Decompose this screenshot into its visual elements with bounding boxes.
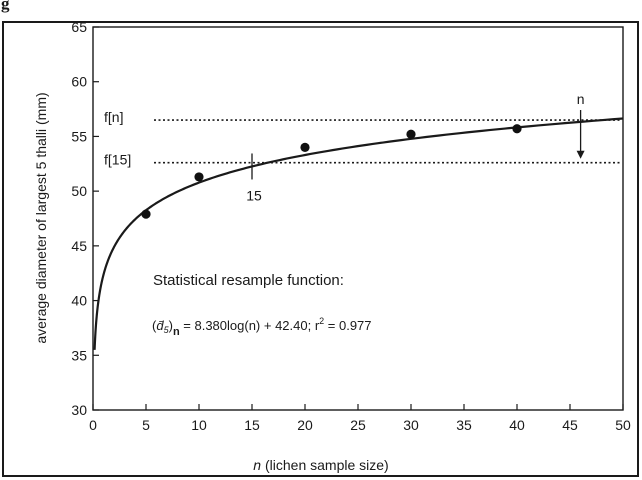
data-point-x5 [141, 209, 151, 219]
y-tick-label-65: 65 [71, 19, 87, 35]
fit-curve [93, 117, 624, 350]
y-tick-label-40: 40 [71, 293, 87, 309]
arrow-head [576, 150, 585, 159]
data-point-x30 [406, 129, 416, 139]
equation-d-bar: d̄ [156, 318, 164, 333]
data-point-x20 [300, 142, 310, 152]
x-tick-label-10: 10 [191, 417, 207, 433]
ref-label-f15: f[15] [104, 152, 131, 168]
x-axis-label-rest: (lichen sample size) [261, 457, 389, 473]
equation-tail: = 0.977 [324, 318, 371, 333]
x-tick-label-40: 40 [509, 417, 525, 433]
equation-lhs: ( [152, 318, 157, 333]
marker-15-label: 15 [246, 187, 262, 203]
annotation-heading: Statistical resample function: [153, 272, 344, 289]
y-tick-label-60: 60 [71, 74, 87, 90]
x-tick-label-0: 0 [89, 417, 97, 433]
y-tick-label-30: 30 [71, 402, 87, 418]
data-point-x40 [512, 124, 522, 134]
corner-label: g [1, 0, 10, 13]
equation-sup: 2 [319, 316, 324, 326]
plot-area-border [92, 26, 624, 411]
y-tick-label-35: 35 [71, 347, 87, 363]
marker-15: 15 [246, 153, 262, 203]
x-tick-label-20: 20 [297, 417, 313, 433]
ref-label-fn: f[n] [104, 109, 123, 125]
x-tick-label-5: 5 [142, 417, 150, 433]
x-tick-label-15: 15 [244, 417, 260, 433]
x-axis-label: n (lichen sample size) [253, 457, 388, 473]
y-axis-ticks: 30 35 40 45 50 55 60 65 [71, 19, 99, 418]
x-tick-label-25: 25 [350, 417, 366, 433]
reference-lines: f[n] f[15] [104, 109, 620, 168]
annotation-equation: (d̄5)n = 8.380log(n) + 42.40; r2 = 0.977 [152, 316, 372, 338]
y-tick-label-50: 50 [71, 183, 87, 199]
y-tick-label-45: 45 [71, 238, 87, 254]
equation-rhs: = 8.380log(n) + 42.40; r [180, 318, 320, 333]
x-tick-label-50: 50 [615, 417, 631, 433]
data-points [141, 124, 522, 219]
x-tick-label-45: 45 [562, 417, 578, 433]
equation-close-paren: ) [169, 318, 173, 333]
difference-arrow: n [576, 91, 585, 159]
x-axis-label-italic: n [253, 457, 261, 473]
x-tick-label-30: 30 [403, 417, 419, 433]
arrow-label: n [577, 91, 585, 107]
y-axis-label: average diameter of largest 5 thalli (mm… [33, 92, 49, 343]
equation-sub-n: n [173, 326, 180, 338]
equation-sub-5: 5 [164, 325, 170, 335]
y-tick-label-55: 55 [71, 128, 87, 144]
data-point-x10 [194, 172, 204, 182]
figure-frame [2, 21, 639, 477]
x-tick-label-35: 35 [456, 417, 472, 433]
x-axis-ticks: 0 5 10 15 20 25 30 35 40 45 50 [89, 404, 631, 433]
